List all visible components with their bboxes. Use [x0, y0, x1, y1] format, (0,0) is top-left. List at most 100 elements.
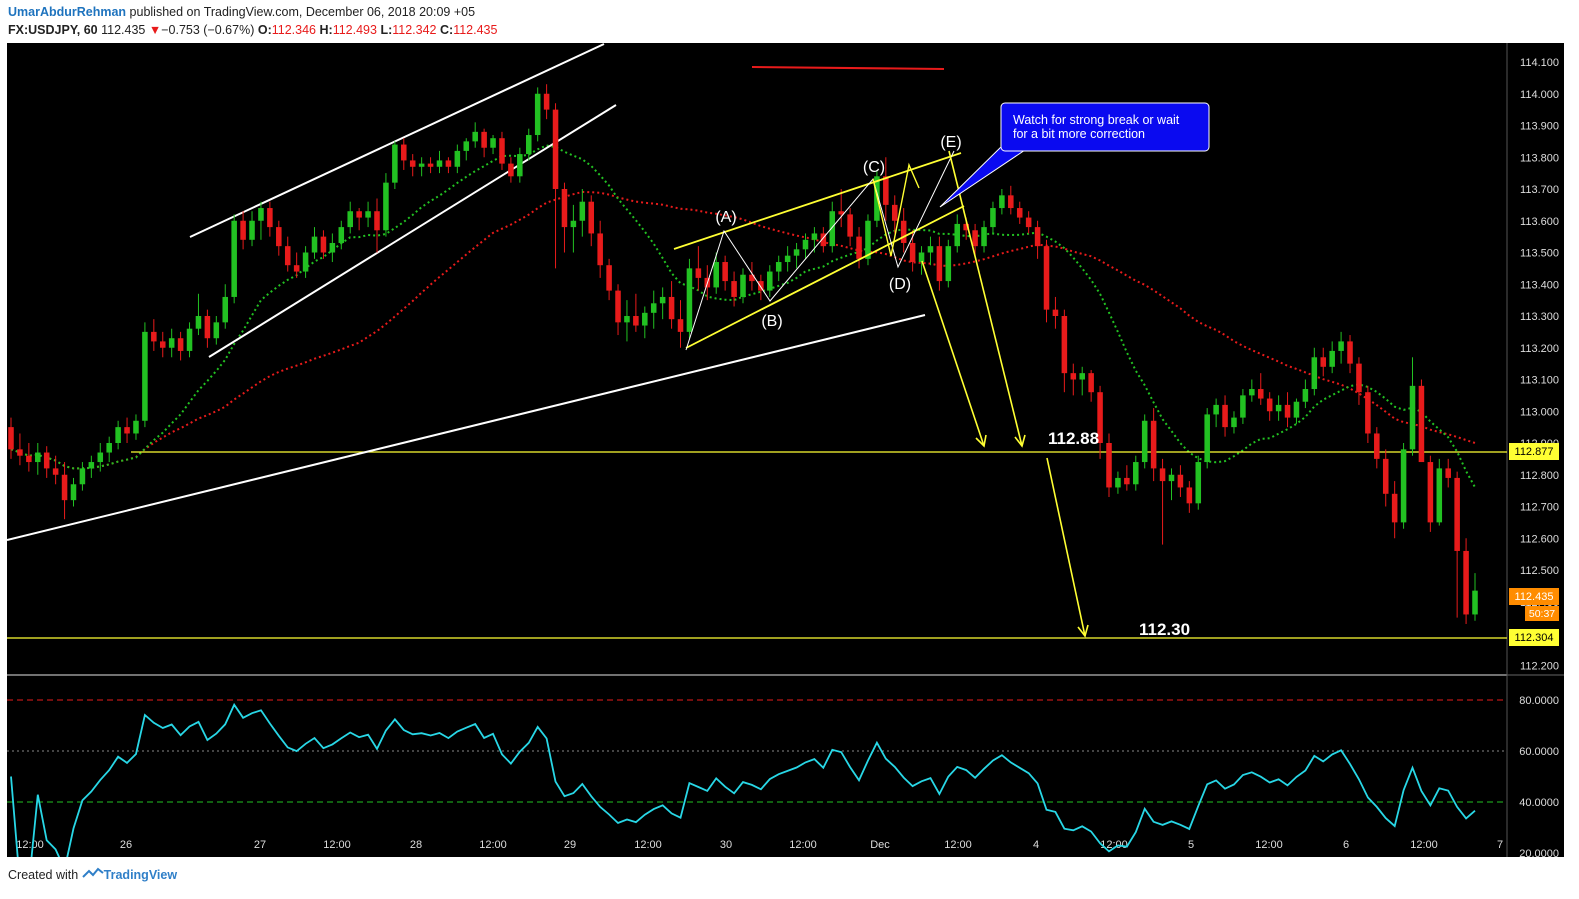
candle-body — [1266, 398, 1273, 412]
candle-body — [392, 144, 398, 183]
candle-body — [1079, 373, 1085, 380]
candle-body — [177, 338, 184, 351]
candle-body — [1463, 550, 1469, 615]
red-marker-line — [751, 66, 945, 70]
channel-lower-line[interactable] — [208, 104, 617, 358]
candle-body — [267, 208, 273, 228]
time-tick-label: 27 — [254, 839, 266, 851]
candle-body — [329, 242, 336, 253]
candle-body — [633, 316, 639, 326]
price-scale[interactable] — [1507, 43, 1564, 828]
candle-body — [1382, 458, 1389, 494]
candle-body — [1115, 477, 1121, 488]
trendline-support[interactable] — [6, 314, 926, 541]
time-tick-label: 12:00 — [1410, 839, 1438, 851]
publish-line: UmarAbdurRehman published on TradingView… — [8, 3, 497, 21]
price-tick-label: 113.200 — [1520, 343, 1559, 355]
high-value: 112.493 — [332, 23, 377, 37]
candle-body — [900, 220, 907, 243]
candle-body — [383, 182, 389, 231]
level-label-112-30: 112.30 — [1139, 620, 1190, 639]
candle-body — [1445, 468, 1451, 478]
rsi-tick-label: 40.0000 — [1519, 797, 1559, 809]
rsi-pane[interactable] — [7, 676, 1507, 828]
candle-body — [811, 233, 818, 240]
candle-body — [954, 223, 961, 247]
chart-frame[interactable]: 114.100 114.000 113.900 113.800 113.700 113.6… — [6, 43, 1564, 885]
candle-body — [999, 195, 1005, 209]
candle-body — [195, 316, 202, 329]
price-tick-label: 112.800 — [1520, 470, 1559, 482]
candle-body — [543, 93, 550, 110]
triangle-lower-line[interactable] — [685, 205, 965, 349]
time-tick-label: 12:00 — [479, 839, 507, 851]
candle-body — [624, 316, 630, 323]
callout-box[interactable] — [1000, 102, 1210, 152]
change-arrow-icon: ▼ — [148, 23, 162, 37]
candle-body — [168, 338, 175, 348]
candle-body — [284, 246, 291, 266]
candle-body — [1427, 462, 1434, 523]
tradingview-brand[interactable]: TradingView — [103, 868, 178, 882]
candle-body — [356, 211, 362, 218]
candle-body — [159, 341, 166, 348]
price-tick-label: 112.700 — [1520, 502, 1559, 514]
price-tick-label: 114.000 — [1520, 89, 1559, 101]
candle-body — [525, 135, 532, 155]
candle-body — [133, 420, 139, 434]
candle-body — [338, 227, 345, 243]
symbol-label: FX:USDJPY, 60 — [8, 23, 98, 37]
tag-level2: 112.304 — [1515, 632, 1554, 644]
candle-body — [936, 246, 943, 282]
candle-body — [847, 214, 853, 237]
price-tick-label: 112.600 — [1520, 533, 1559, 545]
candle-body — [454, 150, 461, 167]
candle-body — [891, 204, 898, 221]
candle-body — [1088, 373, 1094, 393]
candle-body — [1436, 468, 1443, 523]
candle-body — [70, 484, 77, 501]
time-tick-label: 28 — [410, 839, 422, 851]
level-label-112-88: 112.88 — [1048, 429, 1099, 448]
candle-body — [1204, 414, 1210, 463]
triangle-upper-line[interactable] — [673, 152, 962, 250]
candle-body — [52, 468, 59, 475]
candle-body — [142, 331, 148, 421]
candle-body — [597, 233, 603, 266]
candle-body — [1391, 493, 1398, 523]
time-scale[interactable] — [7, 828, 1564, 857]
candle-body — [517, 154, 523, 177]
low-label: L: — [380, 23, 393, 37]
candle-body — [1257, 389, 1264, 399]
channel-upper-line[interactable] — [189, 43, 605, 238]
tag-countdown: 50:37 — [1529, 608, 1555, 620]
chart-svg[interactable]: 114.100 114.000 113.900 113.800 113.700 113.6… — [6, 43, 1564, 885]
candle-body — [1365, 392, 1371, 434]
candle-body — [401, 144, 407, 161]
rsi-tick-label: 20.0000 — [1519, 848, 1559, 857]
price-tick-label: 113.400 — [1520, 279, 1559, 291]
candle-body — [758, 281, 764, 291]
wave-d-e-arrows — [872, 162, 920, 257]
candle-body — [579, 201, 586, 221]
candle-body — [918, 252, 925, 263]
price-change: −0.753 (−0.67%) — [161, 23, 255, 37]
candle-body — [409, 160, 416, 167]
high-label: H: — [319, 23, 333, 37]
candle-body — [1222, 404, 1228, 428]
candle-body — [793, 249, 800, 256]
time-tick-label: 12:00 — [16, 839, 44, 851]
candle-body — [1347, 341, 1353, 364]
candle-body — [490, 138, 496, 148]
author-link[interactable]: UmarAbdurRehman — [8, 5, 127, 19]
projection-arrows — [921, 150, 1089, 638]
candle-body — [963, 223, 969, 231]
time-tick-label: 4 — [1033, 839, 1039, 851]
candle-body — [606, 265, 612, 291]
time-tick-label: 6 — [1343, 839, 1349, 851]
price-pane[interactable] — [7, 43, 1507, 674]
time-tick-label: 5 — [1188, 839, 1194, 851]
candle-body — [26, 455, 32, 463]
wave-path — [685, 150, 955, 351]
time-tick-label: 12:00 — [1100, 839, 1128, 851]
